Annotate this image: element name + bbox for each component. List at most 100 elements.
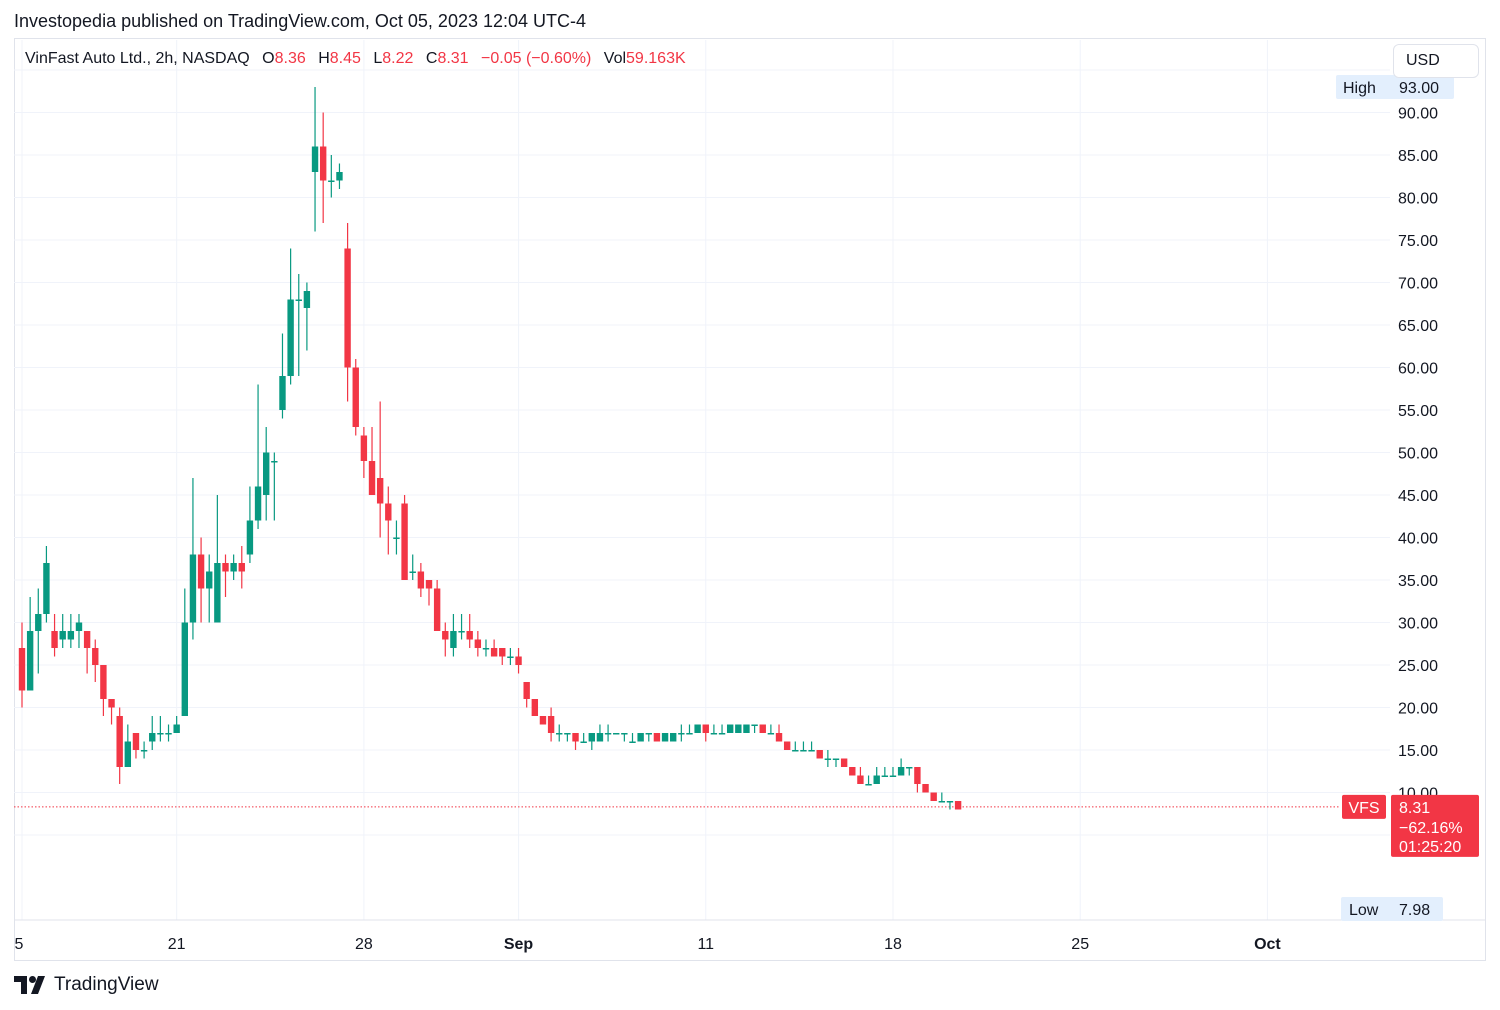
- candle-body[interactable]: [873, 775, 880, 785]
- candle-body[interactable]: [157, 733, 164, 735]
- candle-body[interactable]: [206, 571, 213, 589]
- candle-body[interactable]: [726, 724, 734, 734]
- candle-body[interactable]: [922, 784, 929, 793]
- candle-body[interactable]: [59, 631, 66, 640]
- candle-body[interactable]: [287, 299, 294, 377]
- candle-body[interactable]: [254, 486, 262, 521]
- candle-body[interactable]: [588, 733, 595, 742]
- candle-body[interactable]: [116, 716, 123, 767]
- candle-body[interactable]: [938, 801, 946, 803]
- candle-body[interactable]: [946, 801, 954, 803]
- candle-body[interactable]: [881, 775, 889, 778]
- candle-body[interactable]: [466, 631, 473, 640]
- candle-body[interactable]: [319, 146, 327, 181]
- candle-body[interactable]: [18, 648, 26, 691]
- candle-body[interactable]: [92, 648, 99, 665]
- candle-body[interactable]: [140, 750, 148, 752]
- candle-body[interactable]: [100, 665, 107, 699]
- candle-body[interactable]: [515, 656, 522, 666]
- candle-body[interactable]: [661, 733, 669, 742]
- candle-body[interactable]: [865, 784, 872, 786]
- candle-body[interactable]: [808, 750, 815, 752]
- candle-body[interactable]: [670, 733, 677, 742]
- candle-body[interactable]: [613, 733, 620, 735]
- candle-body[interactable]: [783, 741, 791, 751]
- candle-body[interactable]: [75, 622, 83, 632]
- candle-body[interactable]: [328, 180, 335, 183]
- candle-body[interactable]: [897, 767, 905, 776]
- candle-body[interactable]: [596, 733, 604, 742]
- candle-body[interactable]: [149, 733, 156, 742]
- candle-body[interactable]: [629, 741, 636, 744]
- candle-body[interactable]: [499, 648, 506, 657]
- candle-body[interactable]: [336, 172, 343, 181]
- candle-body[interactable]: [653, 733, 661, 742]
- candle-body[interactable]: [238, 563, 245, 572]
- candle-body[interactable]: [124, 741, 132, 768]
- candle-body[interactable]: [775, 733, 783, 742]
- candle-body[interactable]: [165, 733, 172, 735]
- candle-body[interactable]: [360, 435, 368, 462]
- candle-body[interactable]: [914, 767, 921, 784]
- candle-body[interactable]: [857, 775, 864, 785]
- candle-body[interactable]: [702, 724, 709, 734]
- candle-body[interactable]: [417, 571, 425, 589]
- candle-body[interactable]: [792, 750, 799, 752]
- candle-body[interactable]: [759, 724, 766, 734]
- candle-body[interactable]: [564, 733, 571, 735]
- candle-body[interactable]: [222, 563, 229, 572]
- candle-body[interactable]: [35, 614, 42, 631]
- candle-body[interactable]: [279, 376, 286, 410]
- candle-body[interactable]: [433, 588, 441, 632]
- candle-body[interactable]: [43, 563, 50, 614]
- candle-body[interactable]: [816, 750, 823, 759]
- candle-body[interactable]: [580, 741, 587, 744]
- candle-body[interactable]: [523, 682, 530, 699]
- candle-body[interactable]: [800, 750, 807, 752]
- candle-body[interactable]: [385, 503, 392, 521]
- candle-body[interactable]: [409, 571, 416, 574]
- tradingview-logo[interactable]: TradingView: [14, 974, 159, 996]
- candle-body[interactable]: [425, 580, 433, 589]
- candle-body[interactable]: [507, 656, 514, 659]
- candle-body[interactable]: [743, 724, 750, 734]
- candle-body[interactable]: [83, 631, 91, 648]
- candle-body[interactable]: [474, 639, 482, 649]
- candle-body[interactable]: [271, 461, 278, 463]
- candle-body[interactable]: [352, 367, 359, 428]
- candle-body[interactable]: [751, 724, 758, 727]
- candle-body[interactable]: [824, 758, 832, 761]
- candle-body[interactable]: [393, 537, 400, 540]
- candle-body[interactable]: [906, 767, 913, 769]
- candle-body[interactable]: [840, 758, 848, 768]
- candle-body[interactable]: [303, 291, 311, 308]
- candle-body[interactable]: [604, 733, 612, 735]
- candle-body[interactable]: [181, 622, 188, 717]
- candle-body[interactable]: [686, 733, 693, 735]
- candle-body[interactable]: [368, 461, 376, 495]
- candle-body[interactable]: [735, 724, 742, 734]
- candle-body[interactable]: [694, 724, 701, 734]
- candle-body[interactable]: [645, 733, 652, 735]
- candle-body[interactable]: [197, 554, 205, 589]
- candle-body[interactable]: [539, 716, 547, 725]
- candle-body[interactable]: [849, 767, 856, 776]
- candle-body[interactable]: [344, 248, 351, 368]
- candle-body[interactable]: [26, 631, 34, 691]
- candle-body[interactable]: [572, 733, 579, 742]
- candle-body[interactable]: [189, 554, 197, 623]
- candle-body[interactable]: [450, 631, 457, 648]
- candle-body[interactable]: [295, 299, 302, 302]
- candle-body[interactable]: [637, 733, 644, 742]
- symbol-description[interactable]: VinFast Auto Ltd., 2h, NASDAQ: [25, 50, 250, 67]
- candle-body[interactable]: [930, 792, 937, 802]
- candle-body[interactable]: [767, 733, 775, 735]
- currency-button[interactable]: USD: [1393, 44, 1479, 78]
- candle-body[interactable]: [621, 733, 628, 735]
- candle-body[interactable]: [263, 452, 270, 496]
- candle-body[interactable]: [67, 631, 75, 640]
- candle-body[interactable]: [311, 146, 319, 173]
- candle-body[interactable]: [214, 563, 221, 623]
- candle-body[interactable]: [547, 716, 555, 733]
